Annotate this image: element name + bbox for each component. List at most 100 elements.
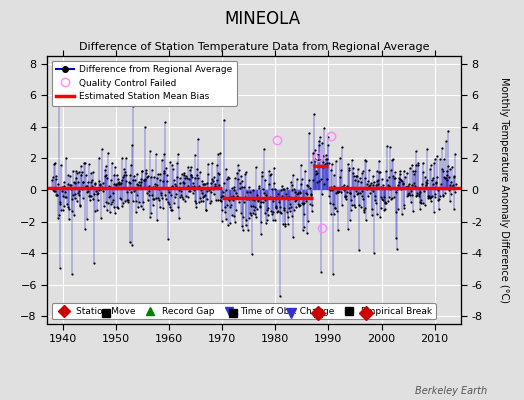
Point	[324, 134, 332, 140]
Point	[387, 166, 395, 173]
Point	[81, 172, 90, 178]
Point	[330, 183, 339, 190]
Point	[71, 190, 79, 197]
Point	[447, 191, 455, 197]
Point	[258, 199, 267, 205]
Point	[145, 192, 153, 198]
Point	[196, 187, 205, 193]
Point	[388, 156, 396, 163]
Point	[181, 193, 190, 200]
Point	[105, 183, 113, 189]
Point	[129, 177, 138, 183]
Point	[368, 206, 376, 212]
Point	[436, 181, 445, 187]
Point	[308, 208, 316, 214]
Point	[419, 200, 427, 206]
Point	[110, 204, 118, 210]
Point	[324, 142, 333, 148]
Point	[287, 179, 295, 185]
Point	[332, 158, 341, 164]
Point	[215, 182, 224, 188]
Point	[229, 193, 237, 199]
Point	[267, 186, 276, 192]
Point	[249, 203, 258, 210]
Point	[247, 211, 256, 218]
Point	[297, 162, 305, 168]
Point	[52, 176, 61, 182]
Point	[433, 187, 442, 194]
Point	[389, 156, 397, 162]
Point	[159, 204, 167, 211]
Point	[403, 183, 412, 189]
Point	[325, 200, 334, 206]
Point	[401, 174, 410, 180]
Point	[157, 192, 166, 198]
Point	[389, 173, 398, 180]
Point	[363, 181, 371, 188]
Point	[171, 183, 180, 190]
Point	[86, 170, 95, 176]
Point	[340, 181, 348, 188]
Point	[442, 138, 450, 144]
Point	[335, 188, 344, 194]
Point	[292, 197, 301, 204]
Point	[306, 185, 314, 191]
Point	[427, 194, 435, 200]
Point	[123, 196, 132, 203]
Point	[257, 231, 265, 237]
Point	[341, 193, 350, 200]
Point	[256, 199, 265, 206]
Point	[56, 199, 64, 205]
Point	[302, 182, 311, 188]
Point	[263, 207, 271, 213]
Point	[189, 179, 198, 186]
Point	[173, 204, 182, 210]
Point	[80, 160, 88, 166]
Point	[149, 196, 158, 202]
Point	[152, 151, 160, 157]
Point	[235, 167, 243, 174]
Point	[156, 171, 164, 177]
Point	[449, 182, 457, 188]
Point	[441, 190, 450, 196]
Point	[84, 188, 92, 194]
Point	[301, 190, 310, 196]
Point	[311, 158, 319, 164]
Point	[323, 156, 332, 162]
Point	[127, 162, 135, 168]
Point	[326, 186, 334, 193]
Point	[429, 174, 437, 181]
Point	[179, 170, 188, 177]
Point	[182, 175, 191, 181]
Point	[97, 185, 106, 191]
Point	[405, 181, 413, 187]
Point	[221, 209, 230, 215]
Point	[56, 200, 64, 207]
Point	[303, 191, 312, 197]
Point	[116, 195, 124, 202]
Point	[325, 192, 333, 199]
Point	[64, 204, 72, 210]
Point	[443, 168, 452, 174]
Point	[108, 160, 116, 166]
Point	[316, 134, 324, 140]
Point	[153, 216, 161, 223]
Point	[411, 168, 419, 174]
Point	[308, 202, 316, 208]
Point	[334, 227, 343, 233]
Point	[317, 269, 325, 275]
Point	[298, 200, 306, 206]
Point	[113, 204, 121, 210]
Point	[151, 184, 159, 190]
Point	[355, 202, 363, 208]
Point	[309, 177, 318, 183]
Point	[49, 174, 58, 181]
Point	[170, 177, 178, 184]
Point	[253, 206, 261, 212]
Point	[87, 193, 95, 199]
Point	[84, 179, 93, 185]
Point	[207, 179, 215, 186]
Point	[442, 172, 451, 178]
Point	[176, 180, 184, 186]
Point	[255, 185, 263, 192]
